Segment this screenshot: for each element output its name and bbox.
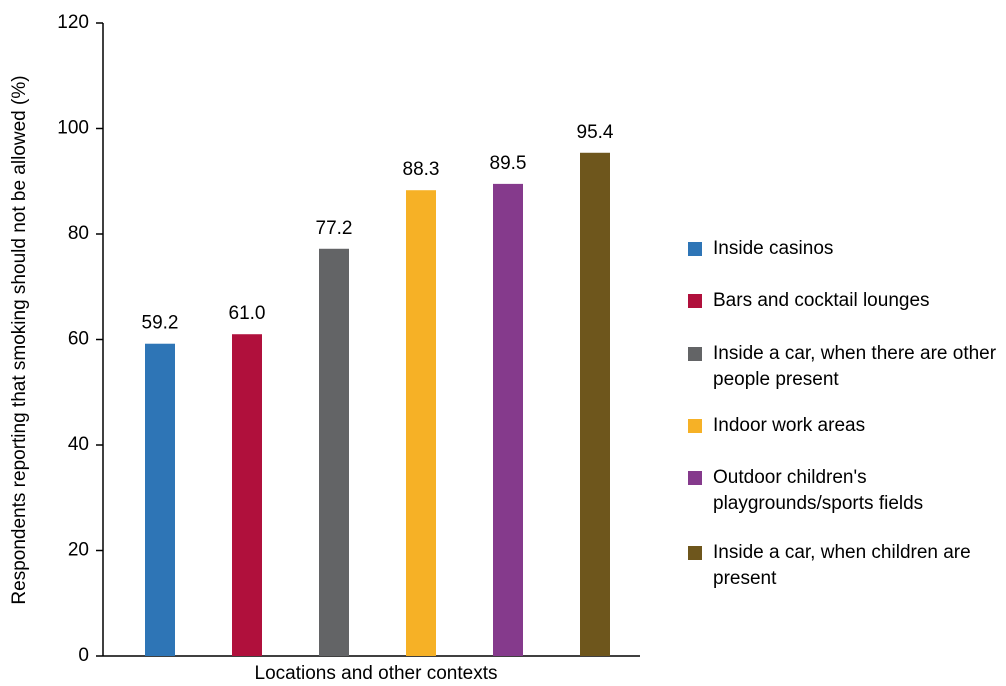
value-label: 89.5 bbox=[490, 153, 527, 174]
y-tick-label: 120 bbox=[57, 12, 89, 33]
legend-swatch bbox=[688, 242, 702, 256]
y-tick-label: 100 bbox=[57, 118, 89, 139]
value-label: 77.2 bbox=[316, 218, 353, 239]
y-axis-title: Respondents reporting that smoking shoul… bbox=[9, 75, 30, 604]
legend-label: Inside a car, when children are present bbox=[713, 542, 971, 589]
legend-label: Inside casinos bbox=[713, 238, 834, 259]
x-axis-title: Locations and other contexts bbox=[255, 663, 498, 684]
legend-swatch bbox=[688, 294, 702, 308]
value-label: 95.4 bbox=[577, 122, 614, 143]
bar bbox=[493, 183, 523, 656]
y-tick-label: 40 bbox=[68, 434, 89, 455]
bar bbox=[580, 152, 610, 656]
legend-label: Bars and cocktail lounges bbox=[713, 290, 930, 311]
legend-swatch bbox=[688, 419, 702, 433]
legend-swatch bbox=[688, 471, 702, 485]
y-tick-label: 20 bbox=[68, 540, 89, 561]
y-tick-label: 80 bbox=[68, 223, 89, 244]
y-tick-label: 0 bbox=[78, 645, 89, 666]
bar bbox=[145, 343, 175, 656]
legend-label: Outdoor children's playgrounds/sports fi… bbox=[713, 467, 924, 514]
bar bbox=[319, 248, 349, 656]
bar bbox=[232, 334, 262, 656]
legend-label: Indoor work areas bbox=[713, 415, 866, 436]
value-label: 61.0 bbox=[229, 303, 266, 324]
legend-swatch bbox=[688, 546, 702, 560]
value-label: 59.2 bbox=[142, 313, 179, 334]
y-tick-label: 60 bbox=[68, 329, 89, 350]
bar bbox=[406, 190, 436, 656]
value-label: 88.3 bbox=[403, 159, 440, 180]
legend-swatch bbox=[688, 347, 702, 361]
legend-label: Inside a car, when there are other peopl… bbox=[713, 343, 997, 390]
